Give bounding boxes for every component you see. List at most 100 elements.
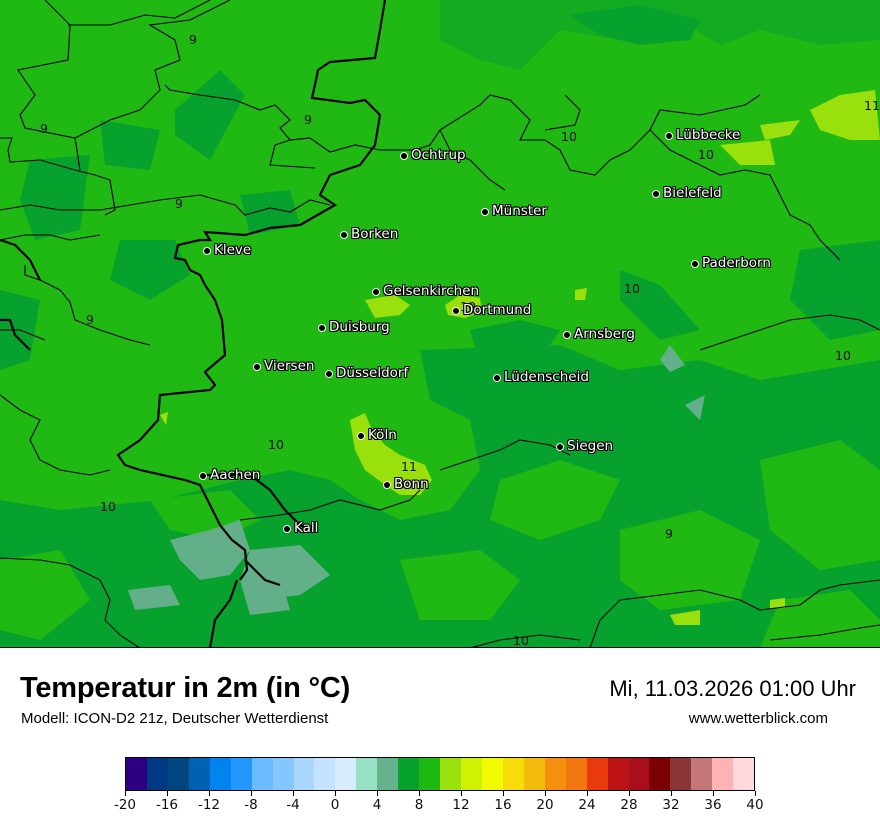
colorbar-tick [209, 791, 210, 796]
colorbar-tick [545, 791, 546, 796]
colorbar-segment [440, 758, 461, 790]
colorbar-tick-label: -8 [244, 797, 258, 813]
city-marker: Arnsberg [563, 327, 635, 342]
isotherm-label: 9 [40, 121, 48, 136]
city-label: Paderborn [702, 255, 771, 271]
colorbar-tick-label: 20 [536, 797, 554, 813]
colorbar-tick-label: 12 [452, 797, 470, 813]
colorbar-tick-label: 40 [746, 797, 764, 813]
city-label: Köln [368, 427, 397, 443]
colorbar-segment [628, 758, 650, 790]
city-marker: Duisburg [318, 319, 390, 335]
colorbar-segment [523, 758, 545, 790]
city-label: Duisburg [329, 319, 390, 335]
city-marker: Aachen [199, 467, 261, 483]
city-marker: Lüdenscheid [493, 369, 589, 385]
city-dot-icon [691, 259, 699, 268]
colorbar-segment [565, 758, 587, 790]
colorbar-segment [314, 758, 336, 790]
colorbar-tick-label: 0 [330, 797, 340, 813]
colorbar-segment [691, 758, 713, 790]
colorbar-tick [419, 791, 420, 796]
colorbar-tick [503, 791, 504, 796]
city-dot-icon [340, 230, 348, 239]
website-link[interactable]: www.wetterblick.com [688, 710, 828, 727]
colorbar-tick-label: 28 [620, 797, 638, 813]
city-dot-icon [203, 246, 211, 255]
colorbar-segment [188, 758, 210, 790]
city-marker: Köln [357, 427, 397, 443]
colorbar-segment [544, 758, 566, 790]
colorbar-tick-label: -20 [113, 797, 137, 813]
isotherm-label: 10 [460, 299, 476, 314]
colorbar-segment [419, 758, 441, 790]
colorbar-tick-label: 4 [372, 797, 382, 813]
colorbar-segment [251, 758, 273, 790]
city-label: Aachen [210, 467, 261, 483]
city-dot-icon [357, 431, 365, 440]
isotherm-label: 11 [864, 98, 880, 113]
forecast-datetime: Mi, 11.03.2026 01:00 Uhr [609, 676, 856, 701]
colorbar-tick [335, 791, 336, 796]
colorbar-tick [167, 791, 168, 796]
colorbar-tick-label: -12 [197, 797, 221, 813]
colorbar-tick-label: 16 [494, 797, 512, 813]
colorbar-segment [502, 758, 524, 790]
city-marker: Paderborn [691, 255, 771, 271]
colorbar-tick [629, 791, 630, 796]
colorbar-tick [293, 791, 294, 796]
temperature-map: 9 9 9 9 9 10 10 11 10 10 10 10 11 10 9 10 Ochtrup Lübbec… [0, 0, 880, 648]
colorbar-segment [461, 758, 482, 790]
city-dot-icon [325, 369, 333, 378]
city-dot-icon [452, 306, 460, 315]
colorbar-segment [398, 758, 420, 790]
city-marker: Lübbecke [665, 128, 740, 143]
city-dot-icon [481, 207, 489, 216]
city-marker: Kleve [203, 242, 252, 258]
colorbar-tick [713, 791, 714, 796]
colorbar-tick [461, 791, 462, 796]
city-dot-icon [283, 524, 291, 533]
colorbar-segment [607, 758, 629, 790]
colorbar-segment [377, 758, 399, 790]
isotherm-label: 10 [268, 437, 284, 452]
city-dot-icon [563, 330, 571, 339]
city-label: Düsseldorf [336, 365, 409, 381]
colorbar-segment [209, 758, 231, 790]
city-dot-icon [556, 442, 564, 451]
city-marker: Kall [283, 521, 318, 536]
city-label: Gelsenkirchen [383, 283, 480, 299]
temperature-colorbar [125, 757, 755, 791]
city-dot-icon [372, 287, 380, 296]
city-marker: Dortmund [452, 303, 531, 318]
colorbar-segment [481, 758, 503, 790]
isotherm-label: 10 [698, 147, 714, 162]
city-marker: Siegen [556, 439, 613, 454]
isotherm-label: 10 [100, 499, 116, 514]
colorbar-tick [755, 791, 756, 796]
colorbar-segment [167, 758, 189, 790]
city-label: Kleve [214, 242, 252, 258]
city-dot-icon [253, 362, 261, 371]
colorbar-segment [586, 758, 608, 790]
city-dot-icon [665, 131, 673, 140]
isotherm-label: 10 [513, 633, 529, 648]
city-dot-icon [199, 471, 207, 480]
isotherm-label: 9 [175, 196, 183, 211]
map-title: Temperatur in 2m (in °C) [20, 672, 351, 704]
colorbar-tick [377, 791, 378, 796]
city-marker: Bielefeld [652, 185, 722, 201]
colorbar-tick [125, 791, 126, 796]
city-marker: Borken [340, 227, 398, 242]
colorbar-segment [230, 758, 252, 790]
colorbar-ticks: -20 -16 -12 -8 -4 0 4 8 12 16 20 24 28 32 36 40 [114, 791, 764, 821]
city-label: Lüdenscheid [504, 369, 589, 385]
colorbar-segment [356, 758, 378, 790]
city-label: Bielefeld [663, 185, 722, 201]
colorbar-segment [146, 758, 168, 790]
colorbar-segment [272, 758, 294, 790]
isotherm-label: 9 [189, 32, 197, 47]
city-dot-icon [400, 151, 408, 160]
city-dot-icon [383, 480, 391, 489]
city-label: Münster [492, 203, 547, 219]
